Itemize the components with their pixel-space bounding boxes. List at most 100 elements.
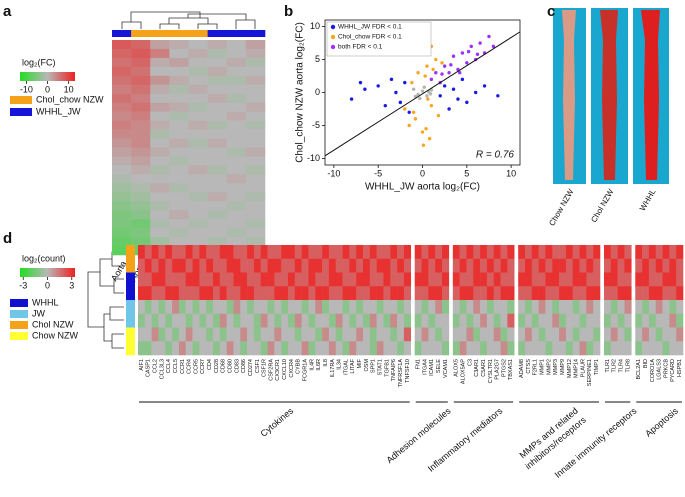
- heatmap-cell: [579, 300, 587, 315]
- heatmap-cell: [226, 245, 234, 260]
- gene-label: ADAM8: [519, 359, 525, 378]
- heatmap-cell: [172, 341, 180, 356]
- heatmap-cell: [150, 129, 170, 139]
- gene-label: CSF2RA: [268, 359, 274, 381]
- heatmap-cell: [466, 272, 474, 287]
- heatmap-cell: [617, 313, 625, 328]
- heatmap-cell: [245, 138, 266, 148]
- point: [423, 74, 427, 78]
- heatmap-cell: [294, 286, 302, 301]
- heatmap-cell: [421, 286, 429, 301]
- heatmap-cell: [233, 341, 241, 356]
- x-tick-label: -5: [374, 168, 382, 178]
- heatmap-cell: [240, 300, 248, 315]
- heatmap-cell: [624, 327, 632, 342]
- gene-label: IL4R: [309, 359, 315, 371]
- heatmap-cell: [207, 111, 228, 121]
- heatmap-cell: [428, 286, 436, 301]
- heatmap-cell: [131, 156, 151, 166]
- heatmap-cell: [207, 102, 228, 112]
- heatmap-cell: [138, 300, 146, 315]
- heatmap-cell: [335, 272, 343, 287]
- heatmap-cell: [662, 286, 670, 301]
- heatmap-cell: [610, 341, 618, 356]
- heatmap-cell: [565, 313, 574, 328]
- heatmap-cell: [169, 219, 189, 229]
- heatmap-cell: [538, 300, 546, 315]
- heatmap-cell: [226, 48, 247, 59]
- point: [442, 64, 447, 68]
- heatmap-cell: [178, 341, 187, 356]
- heatmap-cell: [188, 174, 208, 184]
- heatmap-cell: [507, 313, 515, 328]
- gene-label: ICAM1: [429, 359, 435, 376]
- heatmap-cell: [342, 286, 350, 301]
- legend-swatch: [10, 332, 28, 340]
- x-tick-label: -10: [327, 168, 340, 178]
- heatmap-cell: [459, 258, 467, 273]
- heatmap-cell: [188, 40, 208, 50]
- point: [426, 97, 430, 101]
- heatmap-cell: [192, 327, 200, 342]
- point: [376, 84, 380, 88]
- heatmap-cell: [131, 120, 151, 130]
- heatmap-cell: [267, 341, 275, 356]
- heatmap-cell: [226, 84, 247, 95]
- gene-label: C3AR1: [474, 359, 480, 377]
- point: [451, 87, 456, 91]
- heatmap-cell: [322, 258, 330, 273]
- heatmap-cell: [245, 66, 266, 77]
- point: [482, 84, 487, 88]
- heatmap-cell: [219, 272, 227, 287]
- heatmap-cell: [240, 286, 248, 301]
- heatmap-cell: [199, 258, 207, 273]
- heatmap-cell: [403, 272, 412, 287]
- heatmap-cell: [188, 192, 208, 202]
- heatmap-cell: [635, 341, 643, 356]
- column-group-bar: [150, 30, 170, 37]
- heatmap-cell: [288, 327, 296, 342]
- heatmap-cell: [572, 245, 580, 260]
- column-group-bar: [188, 30, 208, 37]
- heatmap-cell: [604, 245, 612, 260]
- heatmap-cell: [342, 341, 350, 356]
- legend-swatch: [10, 299, 28, 307]
- heatmap-cell: [500, 286, 508, 301]
- heatmap-cell: [233, 272, 241, 287]
- heatmap-cell: [169, 48, 189, 59]
- heatmap-cell: [315, 272, 323, 287]
- heatmap-cell: [178, 245, 187, 260]
- heatmap-cell: [525, 245, 533, 260]
- heatmap-cell: [169, 138, 189, 148]
- heatmap-cell: [169, 57, 189, 68]
- photo-label: WHHL: [638, 187, 658, 212]
- heatmap-cell: [207, 147, 228, 157]
- heatmap-cell: [669, 245, 677, 260]
- heatmap-cell: [473, 313, 481, 328]
- point: [403, 80, 407, 85]
- heatmap-cell: [169, 201, 189, 211]
- gene-label: TBXAS1: [508, 359, 514, 380]
- heatmap-cell: [253, 245, 262, 260]
- heatmap-cell: [281, 245, 289, 260]
- heatmap-cell: [676, 327, 684, 342]
- heatmap-cell: [403, 300, 412, 315]
- heatmap-cell: [260, 258, 268, 273]
- heatmap-cell: [188, 57, 208, 68]
- heatmap-cell: [642, 327, 650, 342]
- heatmap-cell: [138, 341, 146, 356]
- heatmap-cell: [593, 245, 601, 260]
- heatmap-cell: [150, 138, 170, 148]
- heatmap-cell: [421, 258, 429, 273]
- column-group-bar: [226, 30, 247, 37]
- heatmap-cell: [172, 272, 180, 287]
- heatmap-cell: [247, 300, 255, 315]
- heatmap-cell: [267, 286, 275, 301]
- heatmap-cell: [655, 245, 663, 260]
- heatmap-cell: [188, 156, 208, 166]
- gene-label: VCAM1: [443, 359, 449, 378]
- colorbar: [20, 72, 75, 81]
- heatmap-cell: [308, 300, 316, 315]
- heatmap-cell: [207, 75, 228, 86]
- heatmap-cell: [308, 313, 316, 328]
